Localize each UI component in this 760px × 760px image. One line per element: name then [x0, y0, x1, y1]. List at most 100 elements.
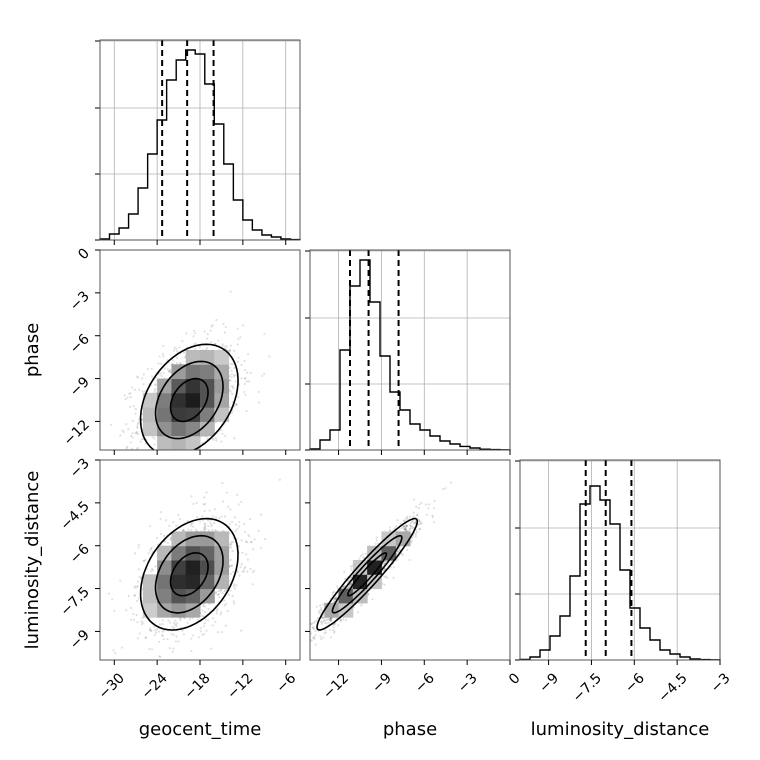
scatter-point [249, 568, 252, 571]
scatter-point [371, 598, 374, 601]
scatter-point [403, 527, 406, 530]
scatter-point [404, 528, 407, 532]
scatter-point [161, 633, 164, 637]
y-tick-label-1-2: −6 [67, 331, 93, 357]
density-cell [171, 378, 187, 394]
scatter-point [204, 522, 207, 526]
y-tick-label-1-4: 0 [75, 246, 93, 264]
scatter-point [237, 525, 241, 528]
scatter-point [334, 598, 337, 601]
scatter-point [244, 566, 247, 569]
scatter-point [230, 385, 233, 388]
scatter-point [144, 473, 146, 475]
scatter-point [112, 649, 115, 652]
scatter-point [214, 529, 217, 532]
density-cell [157, 435, 172, 450]
contour-level-2 [139, 517, 239, 631]
scatter-point [319, 604, 322, 607]
scatter-point [140, 438, 144, 441]
scatter-point [163, 451, 165, 453]
scatter-point [172, 521, 175, 524]
scatter-point [409, 527, 412, 530]
y-tick-label-1-1: −9 [67, 374, 93, 400]
scatter-point [297, 656, 299, 658]
scatter-point [134, 412, 137, 415]
scatter-point [230, 540, 233, 543]
scatter-point [348, 584, 352, 587]
y-tick-label-2-4: −3 [67, 456, 93, 482]
scatter-point [175, 635, 178, 638]
scatter-point [409, 527, 412, 530]
scatter-point [329, 617, 332, 620]
density-cell [352, 588, 368, 604]
scatter-point [129, 606, 133, 610]
scatter-point [350, 582, 353, 586]
scatter-point [414, 521, 417, 524]
scatter-point [202, 615, 205, 618]
scatter-point [239, 565, 242, 569]
scatter-point [375, 536, 378, 539]
scatter-point [153, 437, 156, 440]
scatter-point [327, 621, 330, 624]
scatter-point [313, 627, 316, 631]
scatter-point [145, 636, 148, 639]
scatter-point [228, 522, 231, 526]
scatter-point [410, 539, 413, 542]
scatter-point [228, 349, 232, 352]
scatter-point [181, 457, 183, 459]
density-cell [171, 435, 187, 450]
scatter-point [138, 632, 141, 635]
scatter-point [175, 624, 178, 627]
scatter-point [304, 653, 306, 655]
scatter-point [230, 376, 233, 379]
scatter-point [188, 472, 190, 474]
scatter-point [323, 619, 326, 622]
y-tick-label-2-1: −7.5 [57, 584, 92, 619]
scatter-point [313, 637, 316, 640]
scatter-point [131, 447, 134, 450]
density-cell [142, 407, 158, 422]
density-cell [185, 531, 201, 547]
scatter-point [203, 529, 206, 532]
scatter-point [415, 530, 419, 534]
scatter-point [332, 590, 336, 594]
scatter-point [236, 527, 239, 531]
scatter-point [215, 439, 218, 442]
scatter-point [403, 528, 406, 531]
scatter-point [332, 623, 335, 627]
scatter-point [312, 636, 315, 639]
scatter-point [396, 519, 399, 522]
scatter-point [412, 515, 415, 518]
scatter-point [207, 607, 210, 611]
scatter-point [213, 508, 217, 511]
scatter-point [157, 362, 160, 365]
scatter-point [339, 620, 342, 623]
scatter-point [323, 621, 327, 624]
scatter-point [214, 591, 217, 594]
x-tick-label-1-3: −3 [455, 670, 481, 696]
scatter-point [406, 524, 409, 527]
scatter-point [229, 344, 233, 347]
scatter-point [405, 524, 408, 527]
joint-content [297, 481, 453, 658]
scatter-point [229, 290, 232, 293]
scatter-point [229, 379, 232, 382]
scatter-point [315, 605, 318, 608]
contour-level-0 [347, 552, 388, 597]
axis-labels: geocent_time phase phase luminosity_distanc… [22, 323, 709, 740]
scatter-point [159, 362, 163, 365]
scatter-point [346, 580, 349, 583]
scatter-point [412, 527, 415, 530]
contour-level-1 [154, 360, 224, 440]
scatter-point [141, 377, 144, 380]
scatter-point [337, 624, 340, 627]
scatter-point [209, 521, 212, 524]
scatter-point [402, 525, 405, 528]
density-cell [171, 560, 187, 575]
scatter-point [224, 325, 227, 329]
scatter-point [219, 429, 223, 432]
corner-panels: −9 −7.5 −6 −4.5 −3−12−9−6−30−30 −24 −18 −12 −6−9… [57, 39, 734, 706]
scatter-point [235, 403, 238, 407]
scatter-point [332, 631, 336, 634]
